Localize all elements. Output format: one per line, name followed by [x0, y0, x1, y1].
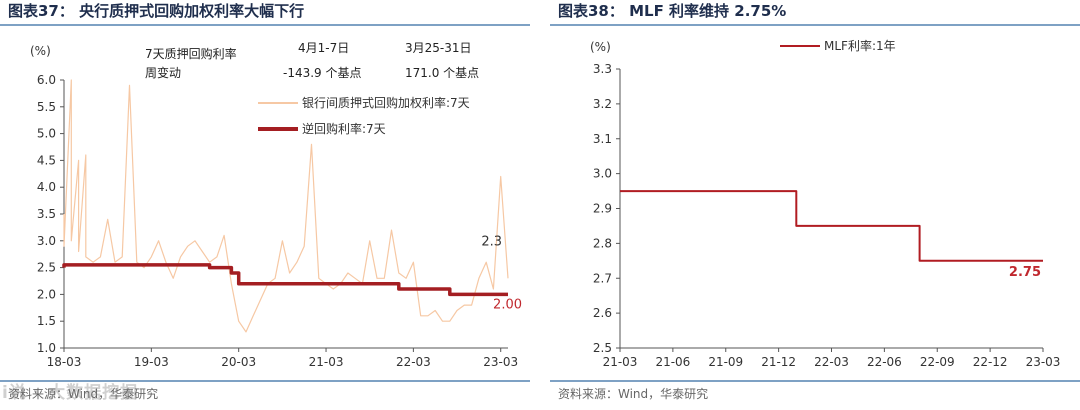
y-tick-label: 5.5 — [37, 100, 56, 114]
y-tick-label: 2.6 — [593, 306, 612, 320]
y-tick-label: 1.0 — [37, 341, 56, 355]
y-tick-label: 1.5 — [37, 314, 56, 328]
y-tick-label: 2.9 — [593, 202, 612, 216]
y-tick-label: 2.0 — [37, 287, 56, 301]
footer-divider — [550, 380, 1080, 382]
y-axis-label: (%) — [30, 44, 51, 58]
annotation-col1-header: 4月1-7日 — [298, 41, 349, 55]
x-tick-label: 23-03 — [1026, 355, 1061, 369]
x-tick-label: 21-03 — [603, 355, 638, 369]
annotation-row-label-2: 周变动 — [145, 65, 181, 80]
y-tick-label: 2.5 — [37, 261, 56, 275]
x-tick-label: 22-03 — [814, 355, 849, 369]
x-tick-label: 21-03 — [309, 355, 344, 369]
x-tick-label: 23-03 — [483, 355, 518, 369]
source-note: 资料来源：Wind，华泰研究 — [558, 387, 709, 401]
x-tick-label: 22-09 — [920, 355, 955, 369]
x-tick-label: 22-12 — [973, 355, 1008, 369]
y-tick-label: 3.3 — [593, 62, 612, 76]
repo-rate-chart: (%) 7天质押回购利率 周变动 4月1-7日 3月25-31日 -143.9 … — [30, 41, 522, 369]
series-line-reverse-repo — [62, 263, 508, 297]
x-tick-label: 21-12 — [761, 355, 796, 369]
legend-label-mlf: MLF利率:1年 — [824, 38, 896, 53]
y-tick-label: 3.5 — [37, 207, 56, 221]
series-line-interbank-end-label: 2.3 — [481, 234, 502, 249]
chart-title: 图表38： MLF 利率维持 2.75% — [558, 2, 787, 20]
y-tick-label: 3.2 — [593, 97, 612, 111]
watermark-logo: i说 · 大数据挖掘 — [2, 383, 139, 403]
y-tick-label: 2.7 — [593, 271, 612, 285]
plot-area: 1.0 1.5 2.0 2.5 3.0 3.5 4.0 4.5 5.0 5.5 6.0 18-03 19… — [37, 73, 522, 369]
y-tick-label: 4.5 — [37, 153, 56, 167]
source-note: 资料来源：Wind，华泰研究 — [8, 387, 159, 401]
y-tick-label: 3.0 — [593, 167, 612, 181]
footer-divider — [0, 380, 530, 382]
chart-panel-repo-rate: 图表37： 央行质押式回购加权利率大幅下行 (%) 7天质押回购利率 周变动 4… — [0, 0, 530, 410]
y-tick-label: 6.0 — [37, 73, 56, 87]
y-tick-label: 2.5 — [593, 341, 612, 355]
plot-area: 2.5 2.6 2.7 2.8 2.9 3.0 3.1 3.2 3.3 21-03 21-06 21-… — [593, 62, 1061, 369]
series-line-mlf-end-label: 2.75 — [1009, 265, 1041, 280]
y-tick-label: 2.8 — [593, 236, 612, 250]
annotation-col1-value: -143.9 个基点 — [283, 66, 362, 80]
chart-title: 图表37： 央行质押式回购加权利率大幅下行 — [8, 2, 305, 20]
series-line-reverse-repo-end-label: 2.00 — [493, 297, 522, 312]
x-tick-label: 18-03 — [47, 355, 82, 369]
annotation-col2-value: 171.0 个基点 — [405, 66, 479, 80]
x-tick-label: 21-06 — [655, 355, 690, 369]
title-divider — [550, 24, 1080, 26]
y-axis-label: (%) — [590, 40, 611, 54]
x-tick-label: 21-09 — [708, 355, 743, 369]
mlf-rate-chart: (%) MLF利率:1年 2.5 2.6 2.7 2.8 2.9 3.0 3.1 3.2 3.3… — [590, 38, 1061, 369]
legend-label-interbank: 银行间质押式回购加权利率:7天 — [302, 95, 470, 110]
series-line-mlf — [620, 190, 1043, 262]
y-tick-label: 5.0 — [37, 127, 56, 141]
y-tick-label: 4.0 — [37, 180, 56, 194]
title-divider — [0, 24, 530, 26]
x-tick-label: 20-03 — [221, 355, 256, 369]
y-tick-label: 3.0 — [37, 234, 56, 248]
x-tick-label: 22-06 — [867, 355, 902, 369]
annotation-col2-header: 3月25-31日 — [405, 41, 472, 55]
annotation-row-label-1: 7天质押回购利率 — [145, 46, 237, 61]
y-tick-label: 3.1 — [593, 132, 612, 146]
x-tick-label: 19-03 — [134, 355, 169, 369]
chart-panel-mlf-rate: 图表38： MLF 利率维持 2.75% (%) MLF利率:1年 2.5 2.6… — [550, 0, 1080, 410]
series-line-interbank — [63, 79, 509, 333]
legend-label-reverse-repo: 逆回购利率:7天 — [302, 121, 386, 136]
x-tick-label: 22-03 — [396, 355, 431, 369]
